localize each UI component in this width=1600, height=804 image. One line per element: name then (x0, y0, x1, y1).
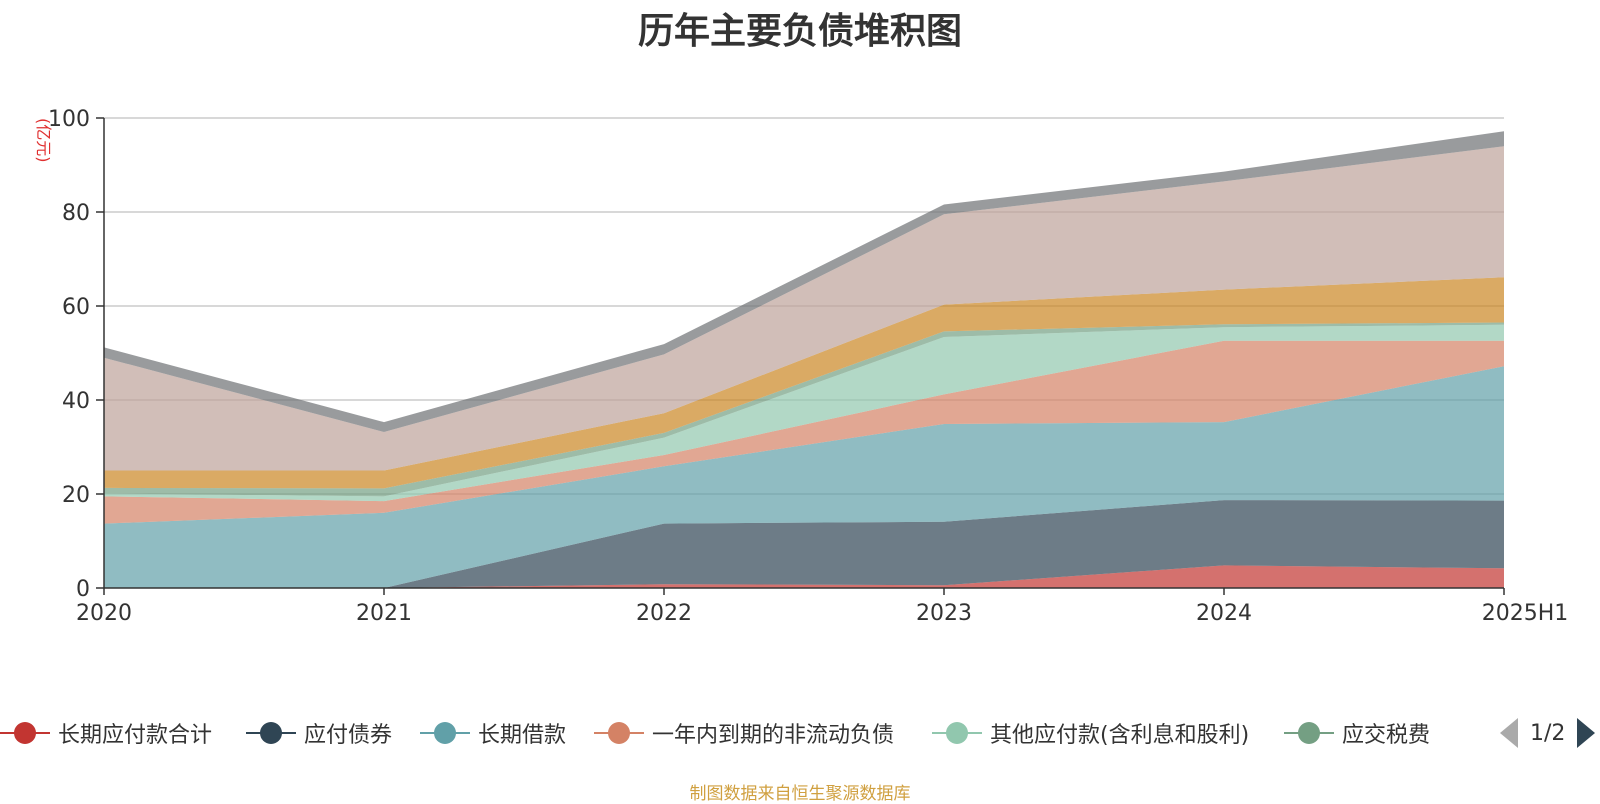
y-tick-label: 80 (62, 201, 90, 226)
legend-label: 一年内到期的非流动负债 (652, 723, 895, 748)
pager-prev-icon[interactable] (1500, 718, 1518, 748)
x-tick-label: 2025H1 (1482, 601, 1569, 626)
legend-label: 应交税费 (1342, 723, 1431, 748)
legend-marker-icon (594, 716, 644, 750)
y-tick-label: 0 (76, 577, 90, 602)
x-tick-label: 2023 (916, 601, 972, 626)
legend-item[interactable]: 一年内到期的非流动负债 (594, 716, 894, 750)
pager-text: 1/2 (1530, 720, 1566, 746)
x-tick-label: 2020 (76, 601, 132, 626)
legend-marker-icon (420, 716, 470, 750)
legend-marker-icon (246, 716, 296, 750)
axes: 0 20 40 60 80 100 2020 2021 2022 2023 2024 2025H1 (48, 107, 1568, 626)
legend-item[interactable]: 长期借款 (420, 716, 566, 750)
legend: 长期应付款合计 应付债券 长期借款 一年内到期的非流动负债 其他应付款(含利息和股利) 应… (0, 716, 1600, 750)
legend-item[interactable]: 其他应付款(含利息和股利) (932, 716, 1249, 750)
legend-label: 长期应付款合计 (58, 723, 213, 748)
legend-item[interactable]: 应交税费 (1284, 716, 1430, 750)
x-tick-label: 2021 (356, 601, 412, 626)
legend-marker-icon (0, 716, 50, 750)
area-series-9 (104, 131, 1504, 432)
chart-title: 历年主要负债堆积图 (637, 11, 962, 52)
legend-item[interactable]: 长期应付款合计 (0, 716, 212, 750)
y-tick-label: 20 (62, 483, 90, 508)
area-series-3 (104, 366, 1504, 588)
area-series-2 (104, 500, 1504, 588)
legend-marker-icon (932, 716, 982, 750)
area-series-1 (104, 565, 1504, 588)
area-series-8 (104, 146, 1504, 471)
y-tick-label: 100 (48, 107, 90, 132)
y-axis-unit-label: (亿元) (34, 118, 53, 163)
area-series-4 (104, 340, 1504, 524)
legend-pager: 1/2 (1500, 716, 1596, 750)
legend-label: 其他应付款(含利息和股利) (990, 723, 1250, 748)
legend-marker-icon (1284, 716, 1334, 750)
x-tick-label: 2022 (636, 601, 692, 626)
area-series (104, 131, 1504, 588)
y-tick-label: 60 (62, 295, 90, 320)
legend-label: 长期借款 (478, 723, 567, 748)
source-note: 制图数据来自恒生聚源数据库 (689, 784, 911, 804)
area-series-7 (104, 277, 1504, 489)
legend-item[interactable]: 应付债券 (246, 716, 392, 750)
y-tick-label: 40 (62, 389, 90, 414)
x-tick-label: 2024 (1196, 601, 1252, 626)
pager-next-icon[interactable] (1577, 718, 1596, 748)
area-series-5 (104, 324, 1504, 502)
legend-label: 应付债券 (304, 723, 393, 748)
